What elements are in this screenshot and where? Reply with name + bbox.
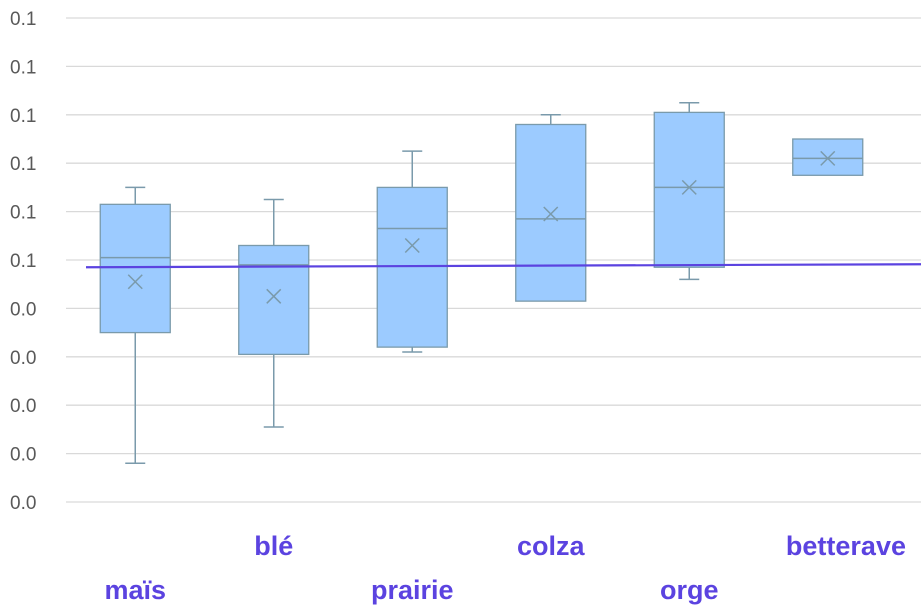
mean-marker <box>127 274 143 290</box>
y-tick-label: 0.1 <box>10 251 36 272</box>
y-tick-label: 0.1 <box>10 57 36 78</box>
box-body <box>238 244 310 356</box>
mean-marker <box>404 237 420 254</box>
box-body <box>99 203 171 334</box>
y-tick-label: 0.0 <box>10 299 36 320</box>
gridlines <box>66 17 921 503</box>
y-tick-label: 0.1 <box>10 106 36 127</box>
category-label-maïs: maïs <box>104 575 166 605</box>
y-tick-label: 0.0 <box>10 348 36 369</box>
category-label-blé: blé <box>254 531 293 561</box>
boxes <box>99 101 864 465</box>
mean-marker <box>820 150 836 166</box>
box-body <box>653 111 725 268</box>
box-betterave <box>792 138 864 176</box>
y-tick-label: 0.1 <box>10 154 36 175</box>
box-maïs <box>99 186 171 465</box>
category-label-orge: orge <box>660 575 719 605</box>
category-labels: maïs blé prairie colza orge betterave <box>104 531 906 605</box>
mean-marker <box>543 206 559 222</box>
box-blé <box>238 198 310 428</box>
y-tick-label: 0.0 <box>10 445 36 466</box>
box-body <box>792 138 864 176</box>
mean-marker <box>681 179 697 195</box>
category-label-prairie: prairie <box>371 575 454 605</box>
box-colza <box>515 114 587 302</box>
category-label-colza: colza <box>517 531 586 561</box>
box-orge <box>653 101 725 281</box>
y-axis-tick-labels: 0.1 0.1 0.1 0.1 0.1 0.1 0.0 0.0 0.0 0.0 0.0 <box>10 9 36 514</box>
y-tick-label: 0.0 <box>10 396 36 417</box>
mean-marker <box>266 288 282 304</box>
y-tick-label: 0.0 <box>10 493 36 514</box>
box-body <box>515 123 587 302</box>
y-tick-label: 0.1 <box>10 203 36 224</box>
reference-line-group <box>85 263 921 269</box>
box-prairie <box>376 150 448 353</box>
y-tick-label: 0.1 <box>10 9 36 30</box>
category-label-betterave: betterave <box>786 531 906 561</box>
reference-line <box>85 263 921 269</box>
